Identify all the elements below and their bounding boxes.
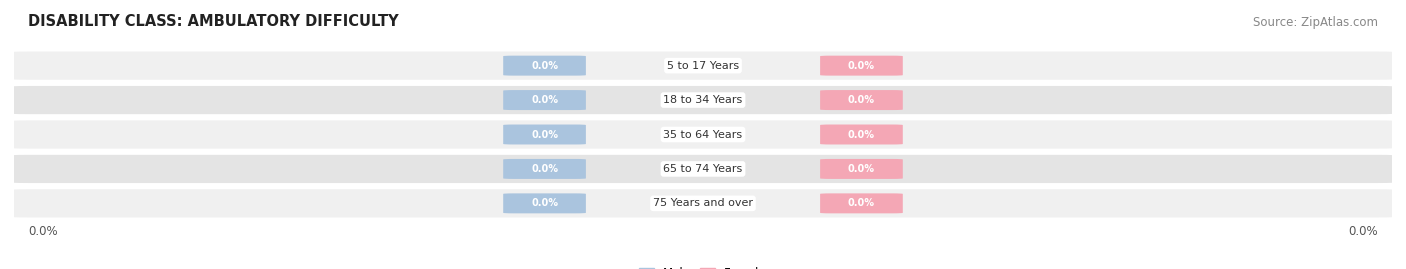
FancyBboxPatch shape <box>503 159 586 179</box>
Text: DISABILITY CLASS: AMBULATORY DIFFICULTY: DISABILITY CLASS: AMBULATORY DIFFICULTY <box>28 15 398 30</box>
Text: 75 Years and over: 75 Years and over <box>652 198 754 208</box>
Text: 35 to 64 Years: 35 to 64 Years <box>664 129 742 140</box>
Text: 0.0%: 0.0% <box>531 164 558 174</box>
FancyBboxPatch shape <box>820 90 903 110</box>
FancyBboxPatch shape <box>7 119 1399 150</box>
Text: 18 to 34 Years: 18 to 34 Years <box>664 95 742 105</box>
FancyBboxPatch shape <box>503 56 586 76</box>
FancyBboxPatch shape <box>7 154 1399 184</box>
Text: 0.0%: 0.0% <box>531 95 558 105</box>
FancyBboxPatch shape <box>820 56 903 76</box>
FancyBboxPatch shape <box>7 188 1399 218</box>
FancyBboxPatch shape <box>820 125 903 144</box>
FancyBboxPatch shape <box>7 51 1399 81</box>
Text: 0.0%: 0.0% <box>848 198 875 208</box>
Text: 0.0%: 0.0% <box>848 164 875 174</box>
Legend: Male, Female: Male, Female <box>640 267 766 269</box>
FancyBboxPatch shape <box>820 193 903 213</box>
Text: 0.0%: 0.0% <box>848 95 875 105</box>
Text: 0.0%: 0.0% <box>848 61 875 71</box>
Text: 0.0%: 0.0% <box>531 129 558 140</box>
Text: 0.0%: 0.0% <box>531 61 558 71</box>
Text: 0.0%: 0.0% <box>28 225 58 238</box>
FancyBboxPatch shape <box>503 193 586 213</box>
Text: 0.0%: 0.0% <box>1348 225 1378 238</box>
FancyBboxPatch shape <box>503 90 586 110</box>
Text: 65 to 74 Years: 65 to 74 Years <box>664 164 742 174</box>
Text: 0.0%: 0.0% <box>531 198 558 208</box>
FancyBboxPatch shape <box>7 85 1399 115</box>
Text: 0.0%: 0.0% <box>848 129 875 140</box>
FancyBboxPatch shape <box>503 125 586 144</box>
Text: 5 to 17 Years: 5 to 17 Years <box>666 61 740 71</box>
Text: Source: ZipAtlas.com: Source: ZipAtlas.com <box>1253 16 1378 30</box>
FancyBboxPatch shape <box>820 159 903 179</box>
